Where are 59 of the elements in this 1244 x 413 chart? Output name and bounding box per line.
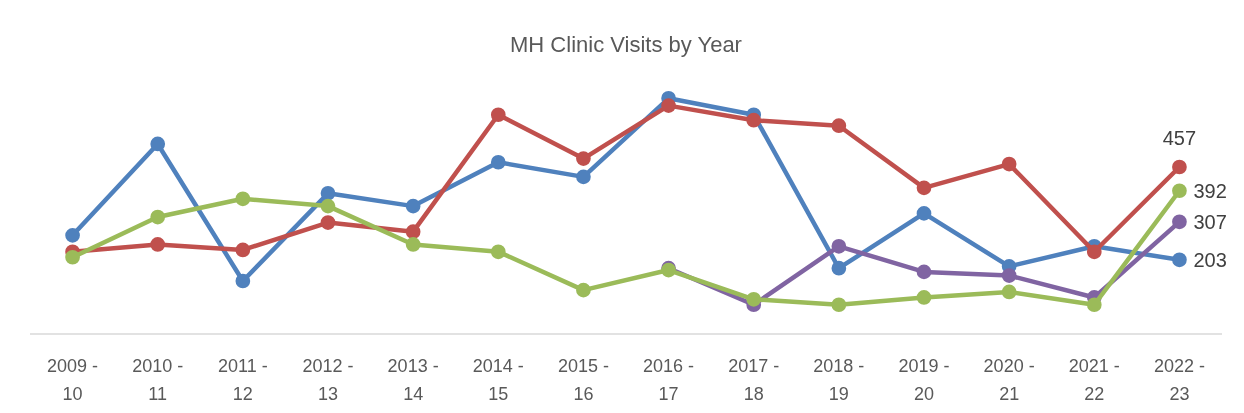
point: [916, 264, 932, 280]
point: [405, 224, 421, 240]
point: [831, 118, 847, 134]
x-tick-label: 2021 - 22: [1068, 356, 1120, 404]
point: [490, 154, 506, 170]
data-label: 392: [1193, 179, 1227, 202]
point: [1086, 244, 1102, 260]
x-tick-label: 2012 - 13: [302, 356, 354, 404]
point: [150, 237, 166, 252]
point: [490, 244, 506, 260]
point: [1172, 159, 1187, 175]
point: [235, 191, 251, 207]
point: [405, 237, 421, 252]
point: [1086, 297, 1102, 313]
point: [916, 206, 932, 221]
point: [235, 242, 251, 258]
point: [65, 249, 80, 265]
point: [831, 238, 847, 254]
point: [1172, 214, 1187, 230]
x-tick-label: 2022 - 23: [1153, 356, 1205, 404]
x-tick-label: 2014 - 15: [472, 356, 524, 404]
point: [320, 185, 336, 201]
x-tick-label: 2011 - 12: [218, 356, 268, 404]
point: [405, 198, 421, 214]
x-tick-label: 2015 - 16: [557, 356, 609, 404]
point: [1001, 268, 1017, 283]
x-tick-label: 2010 - 11: [132, 356, 184, 404]
x-tick-label: 2009 - 10: [47, 356, 99, 404]
point: [1001, 284, 1017, 300]
point: [1172, 252, 1187, 268]
data-label: 307: [1193, 210, 1227, 233]
point: [235, 273, 251, 289]
point: [916, 180, 932, 196]
point: [1172, 183, 1187, 199]
x-tick-label: 2018 - 19: [813, 356, 865, 404]
point: [320, 215, 336, 230]
point: [746, 291, 762, 307]
x-tick-label: 2017 - 18: [728, 356, 780, 404]
point: [661, 98, 676, 113]
point: [576, 169, 591, 185]
x-tick-label: 2016 - 17: [643, 356, 695, 404]
point: [746, 112, 762, 128]
point: [1001, 156, 1017, 172]
data-label: 203: [1193, 248, 1227, 271]
point: [320, 198, 336, 214]
point: [576, 282, 591, 298]
point: [65, 227, 80, 243]
x-tick-label: 2020 - 21: [983, 356, 1035, 404]
point: [831, 297, 847, 313]
point: [490, 107, 506, 123]
chart-title: MH Clinic Visits by Year: [510, 32, 742, 57]
point: [150, 209, 166, 225]
x-tick-label: 2019 - 20: [898, 356, 950, 404]
point: [831, 260, 847, 276]
point: [576, 151, 591, 166]
point: [150, 136, 166, 152]
x-tick-label: 2013 - 14: [387, 356, 439, 404]
data-label: 457: [1162, 127, 1197, 149]
point: [916, 290, 932, 305]
